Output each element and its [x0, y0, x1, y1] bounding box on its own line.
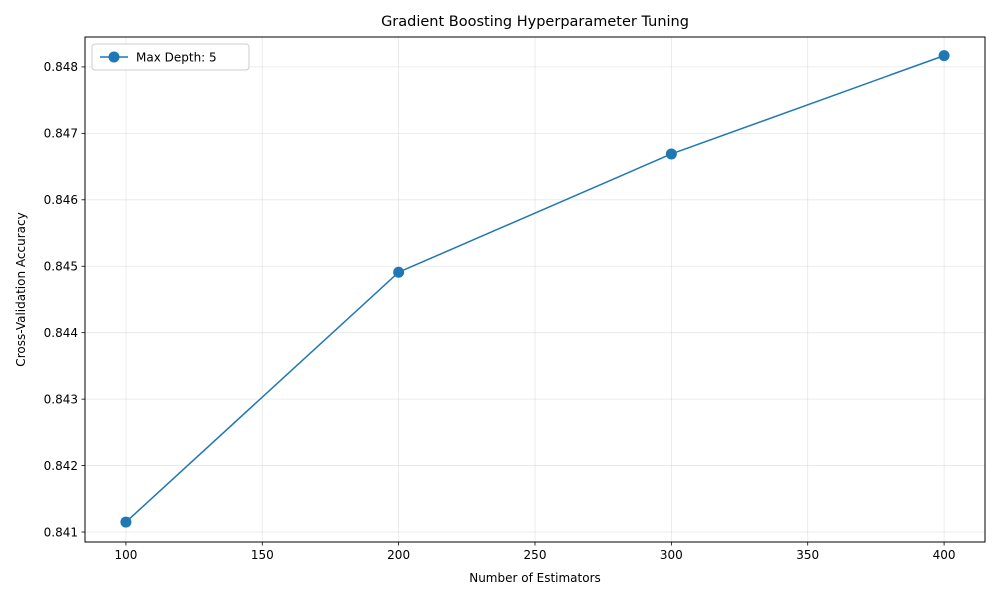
y-tick-label: 0.843 [44, 392, 78, 406]
series-layer [120, 50, 950, 528]
legend-entry-label: Max Depth: 5 [136, 51, 217, 65]
grid-lines [85, 37, 985, 542]
data-point-marker [393, 266, 405, 278]
y-tick-label: 0.841 [44, 525, 78, 539]
x-tick-label: 300 [660, 548, 683, 562]
y-tick-label: 0.844 [44, 326, 78, 340]
data-point-marker [120, 516, 132, 528]
chart-title: Gradient Boosting Hyperparameter Tuning [381, 14, 689, 30]
y-axis-label: Cross-Validation Accuracy [14, 212, 28, 366]
x-axis-label: Number of Estimators [469, 571, 601, 585]
y-tick-label: 0.846 [44, 193, 78, 207]
x-tick-label: 150 [251, 548, 274, 562]
series-line [125, 54, 945, 523]
data-point-marker [665, 148, 677, 160]
legend: Max Depth: 5 [91, 43, 250, 71]
x-tick-label: 200 [387, 548, 410, 562]
y-tick-label: 0.848 [44, 60, 78, 74]
y-tick-label: 0.842 [44, 459, 78, 473]
x-tick-label: 400 [933, 548, 956, 562]
y-tick-label: 0.845 [44, 260, 78, 274]
x-tick-label: 100 [114, 548, 137, 562]
y-tick-label: 0.847 [44, 127, 78, 141]
data-point-marker [938, 50, 950, 62]
legend-marker-swatch [108, 51, 120, 63]
legend-box [91, 43, 250, 71]
axis-ticks: 100 150 200 250 300 350 400 0.841 0.842 0.843 0.84… [44, 60, 956, 562]
x-tick-label: 350 [796, 548, 819, 562]
x-tick-label: 250 [524, 548, 547, 562]
